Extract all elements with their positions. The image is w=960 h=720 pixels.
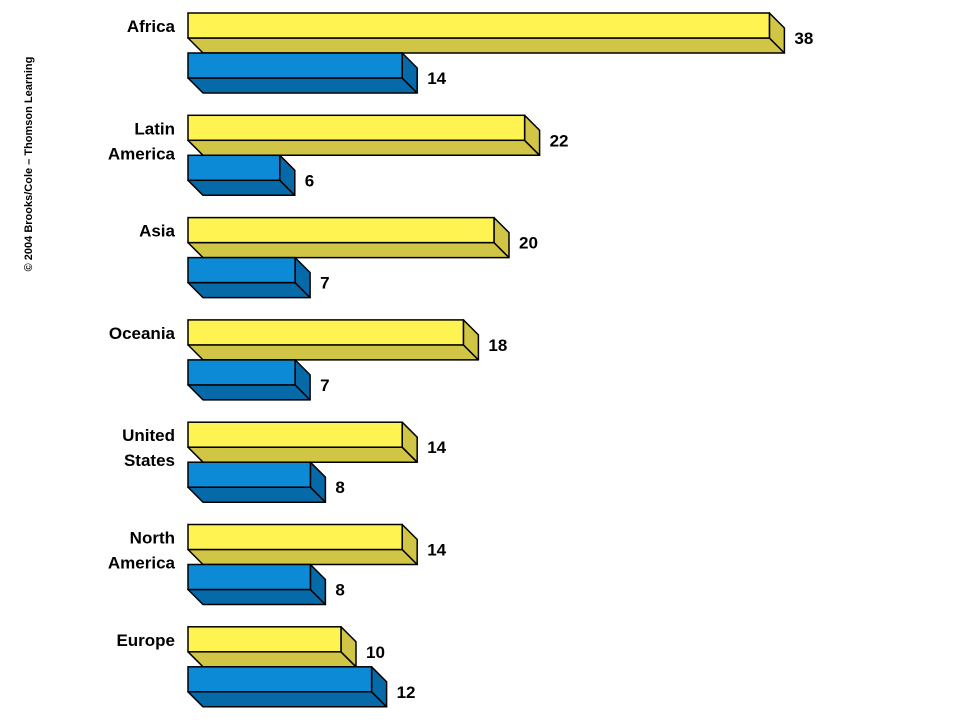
bar-yellow [187, 319, 480, 361]
value-label: 10 [366, 643, 385, 662]
category-label-line: Europe [116, 631, 175, 650]
category-label-line: North [130, 529, 175, 548]
bar-blue [187, 256, 311, 299]
value-label: 22 [550, 131, 569, 150]
category-label: Oceania [109, 324, 176, 343]
category-label-line: Asia [139, 222, 175, 241]
bar-blue [187, 52, 418, 94]
value-label: 7 [320, 274, 329, 293]
bar-blue [187, 563, 327, 606]
category-label: United States [122, 426, 175, 470]
value-label: 7 [320, 376, 329, 395]
bar-yellow [187, 12, 786, 54]
value-label: 14 [427, 541, 446, 560]
category-label-line: Oceania [109, 324, 176, 343]
bar-yellow [187, 114, 541, 157]
bar-yellow [187, 216, 510, 259]
value-label: 20 [519, 234, 538, 253]
category-label-line: Africa [127, 17, 176, 36]
category-label-line: States [124, 451, 175, 470]
value-label: 6 [305, 171, 314, 190]
category-label: Europe [116, 631, 175, 650]
value-label: 8 [335, 581, 344, 600]
value-label: 12 [397, 683, 416, 702]
bar-yellow [187, 523, 418, 566]
value-label: 18 [488, 336, 507, 355]
category-label-line: Latin [134, 119, 175, 138]
category-label-line: United [122, 426, 175, 445]
bar-blue [187, 666, 388, 708]
category-label-line: America [108, 554, 176, 573]
bar-blue [187, 461, 327, 503]
category-label: Africa [127, 17, 176, 36]
bar-yellow [187, 421, 418, 463]
value-label: 38 [794, 29, 813, 48]
category-label: Asia [139, 222, 175, 241]
value-label: 14 [427, 438, 446, 457]
category-label: Latin America [108, 119, 176, 163]
bar-blue [187, 359, 311, 401]
value-label: 14 [427, 69, 446, 88]
bar-yellow [187, 626, 357, 668]
category-label: North America [108, 529, 176, 573]
category-label-line: America [108, 144, 176, 163]
value-label: 8 [335, 478, 344, 497]
bar-blue [187, 154, 296, 197]
